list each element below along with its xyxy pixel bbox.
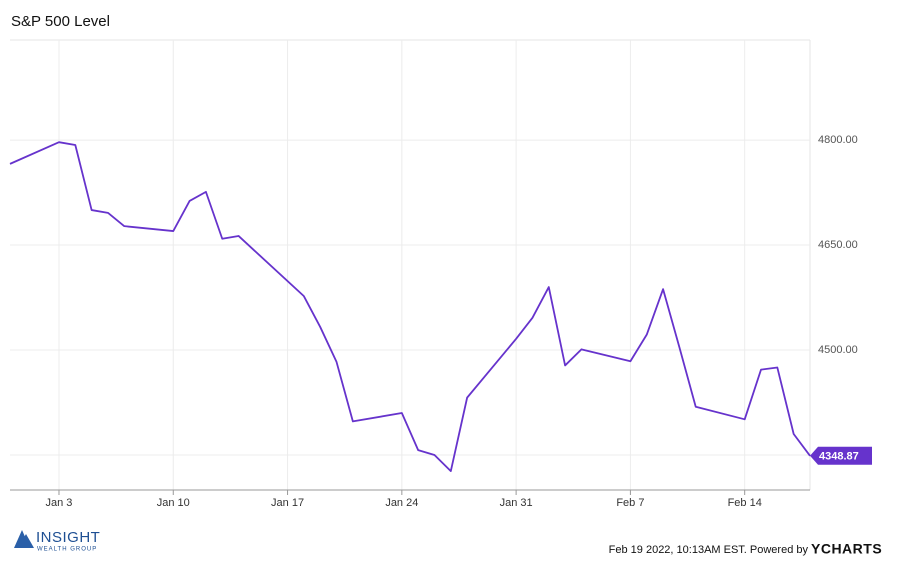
last-value-label: 4348.87 — [819, 451, 859, 463]
x-tick-label: Jan 24 — [385, 497, 418, 509]
x-tick-label: Jan 17 — [271, 497, 304, 509]
provider-logo: YCHARTS — [811, 541, 882, 557]
logo-icon — [14, 530, 34, 548]
series-line — [9, 141, 811, 473]
chart-title: S&P 500 Level — [11, 13, 110, 30]
y-tick-label: 4800.00 — [818, 134, 858, 146]
x-tick-label: Jan 10 — [157, 497, 190, 509]
last-value-tag: 4348.87 — [810, 446, 872, 465]
x-tick-label: Jan 31 — [500, 497, 533, 509]
last-value-box — [810, 446, 872, 465]
x-tick-label: Feb 7 — [616, 497, 644, 509]
logo-tagline: WEALTH GROUP — [37, 547, 97, 553]
brand-logo: INSIGHT WEALTH GROUP — [14, 529, 100, 553]
footer-note: Feb 19 2022, 10:13AM EST. Powered by — [609, 544, 809, 556]
y-tick-label: 4500.00 — [818, 344, 858, 356]
logo-name: INSIGHT — [36, 529, 100, 546]
x-tick-label: Jan 3 — [46, 497, 73, 509]
x-tick-label: Feb 14 — [728, 497, 762, 509]
y-tick-label: 4650.00 — [818, 239, 858, 251]
